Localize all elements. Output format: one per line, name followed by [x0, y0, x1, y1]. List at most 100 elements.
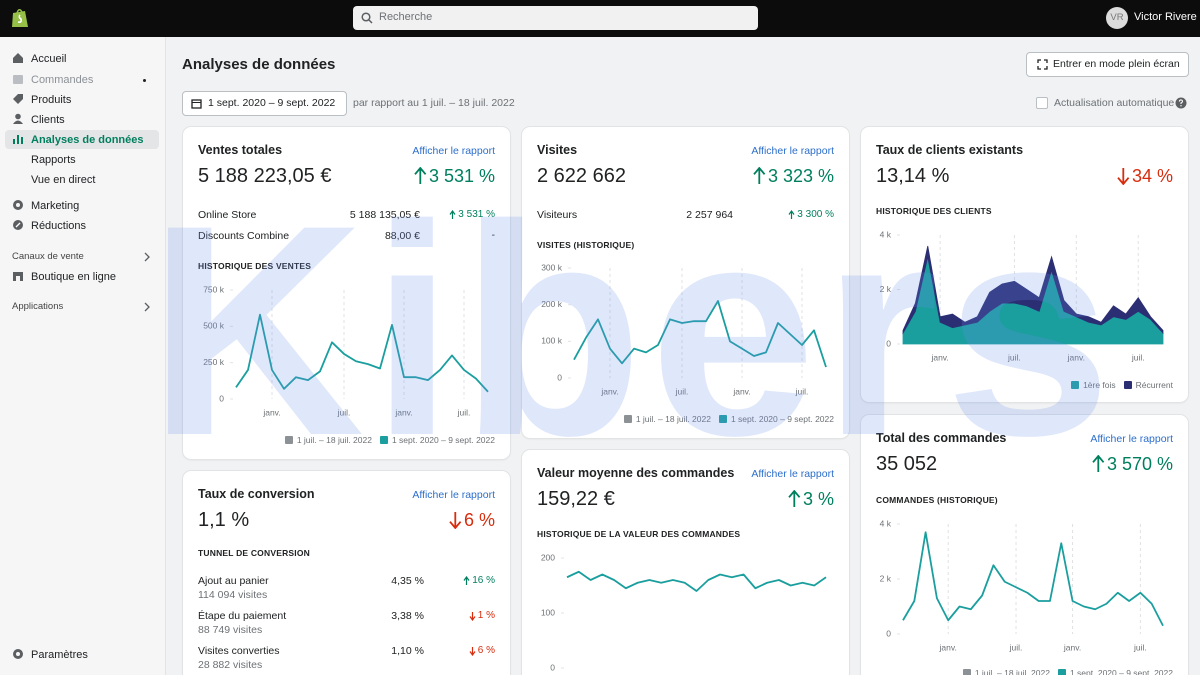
nav-item[interactable]: Paramètres [31, 649, 88, 661]
chevron[interactable] [143, 302, 151, 312]
trend-arrow [414, 167, 427, 184]
legend-swatch [623, 415, 632, 423]
report-link[interactable]: Afficher le rapport [751, 145, 834, 157]
active-highlight [5, 130, 159, 149]
fullscreen-button[interactable]: Entrer en mode plein écran [1026, 52, 1189, 77]
nav-item[interactable]: Réductions [31, 220, 87, 232]
x-tick-label: juil. [1131, 352, 1145, 362]
nav-item[interactable]: Analyses de données [31, 134, 144, 146]
change-text: 3 323 % [767, 166, 834, 186]
arrow-path [788, 490, 801, 507]
legend-item: Récurrent [1123, 379, 1173, 391]
arrow-path [414, 167, 427, 184]
change-text: 6 % [463, 510, 495, 530]
help-icon[interactable] [1175, 97, 1187, 109]
metric-card: Total des commandes Afficher le rapport 35… [861, 415, 1188, 675]
section-title: TUNNEL DE CONVERSION [198, 548, 310, 558]
nav-item[interactable]: Boutique en ligne [31, 271, 117, 283]
nav-subitem[interactable]: Vue en direct [31, 174, 96, 186]
change-text: 3 % [802, 489, 834, 509]
chevron[interactable] [143, 252, 151, 262]
avatar[interactable]: VR [1106, 7, 1128, 29]
trend-arrow [449, 512, 462, 529]
comparison-text: par rapport au 1 juil. – 18 juil. 2022 [353, 97, 515, 109]
legend-label: 1 sept. 2020 – 9 sept. 2022 [391, 435, 495, 445]
legend-item: 1 sept. 2020 – 9 sept. 2022 [718, 413, 834, 425]
funnel-value: 1,10 % [391, 645, 424, 657]
y-tick-label: 750 k [203, 284, 225, 294]
nav-item[interactable]: Marketing [31, 200, 80, 212]
change-text: - [491, 230, 495, 241]
page-title: Analyses de données [182, 56, 336, 73]
metric-card: Ventes totales Afficher le rapport 5 188 2… [183, 127, 510, 459]
change-text: 6 % [477, 645, 495, 656]
y-tick-label: 300 k [541, 262, 563, 272]
nav-item[interactable]: Commandes [31, 74, 94, 86]
search-box[interactable]: Recherche [353, 6, 758, 30]
metric-value: 159,22 € [537, 488, 615, 510]
user-name[interactable]: Victor Rivere [1134, 11, 1197, 23]
nav-item[interactable]: Accueil [31, 53, 67, 65]
nav-item[interactable]: Produits [31, 94, 72, 106]
store-icon [13, 272, 23, 281]
trend-arrow [1092, 455, 1105, 472]
row-value: 5 188 135,05 € [349, 209, 420, 221]
metric-value: 2 622 662 [537, 165, 626, 187]
y-tick-label: 4 k [880, 229, 892, 239]
legend-item: 1 juil. – 18 juil. 2022 [623, 413, 711, 425]
report-link[interactable]: Afficher le rapport [412, 489, 495, 501]
x-tick-label: janv. [1067, 352, 1085, 362]
row-change: 3 531 % [449, 208, 495, 222]
report-link[interactable]: Afficher le rapport [1090, 433, 1173, 445]
auto-refresh-label[interactable]: Actualisation automatique [1054, 97, 1175, 109]
y-tick-label: 0 [886, 628, 891, 638]
change-text: 3 531 % [458, 209, 495, 220]
customers-icon [13, 113, 23, 124]
badge-dot [143, 79, 146, 82]
legend-swatch [1123, 381, 1132, 389]
arrow-path [463, 576, 470, 585]
report-link[interactable]: Afficher le rapport [751, 468, 834, 480]
card-title: Taux de conversion [198, 487, 315, 501]
report-link[interactable]: Afficher le rapport [412, 145, 495, 157]
x-tick-label: juil. [795, 386, 809, 396]
legend: 1 juil. – 18 juil. 2022 1 sept. 2020 – 9 … [623, 413, 834, 425]
change-text: 3 531 % [428, 166, 495, 186]
section-title: Applications [12, 301, 64, 312]
chart: 0 2 k 4 k janv. juil. janv. juil. [880, 229, 1164, 362]
y-tick-label: 100 k [541, 336, 563, 346]
checkbox[interactable] [1036, 97, 1048, 109]
trend-arrow [449, 210, 456, 219]
legend-label: 1 sept. 2020 – 9 sept. 2022 [730, 414, 834, 424]
x-tick-label: janv. [930, 352, 948, 362]
legend-swatch [379, 436, 388, 444]
change-text: 3 570 % [1106, 454, 1173, 474]
funnel-value: 3,38 % [391, 610, 424, 622]
arrow-path [753, 167, 766, 184]
funnel-label: Visites converties [198, 645, 280, 657]
y-tick-label: 0 [557, 372, 562, 382]
date-range-button[interactable]: 1 sept. 2020 – 9 sept. 2022 [182, 91, 347, 116]
nav-item[interactable]: Clients [31, 114, 65, 126]
y-tick-label: 2 k [880, 284, 892, 294]
trend-arrow [469, 647, 476, 656]
search-placeholder: Recherche [379, 11, 433, 23]
metric-change: 3 % [788, 488, 834, 510]
y-tick-label: 0 [219, 393, 224, 403]
nav-subitem[interactable]: Rapports [31, 154, 76, 166]
chart: 0 100 200 [541, 552, 827, 672]
y-tick-label: 0 [550, 662, 555, 672]
card-title: Total des commandes [876, 431, 1007, 445]
trend-arrow [753, 167, 766, 184]
legend-label: Récurrent [1135, 380, 1173, 390]
chart: 0 2 k 4 k janv. juil. janv. juil. [880, 518, 1164, 652]
row-value: 88,00 € [384, 230, 420, 242]
top-bar: Recherche VR Victor Rivere [0, 0, 1200, 37]
metric-change: 3 570 % [1092, 453, 1173, 475]
row-label: Online Store [198, 209, 257, 221]
change-text: 3 300 % [797, 209, 834, 220]
funnel-label: Étape du paiement [198, 610, 287, 622]
funnel-change: 16 % [463, 574, 495, 588]
legend-item: 1ère fois [1071, 379, 1116, 391]
chart: 0 100 k 200 k 300 k janv. juil. janv. juil. [541, 262, 827, 396]
